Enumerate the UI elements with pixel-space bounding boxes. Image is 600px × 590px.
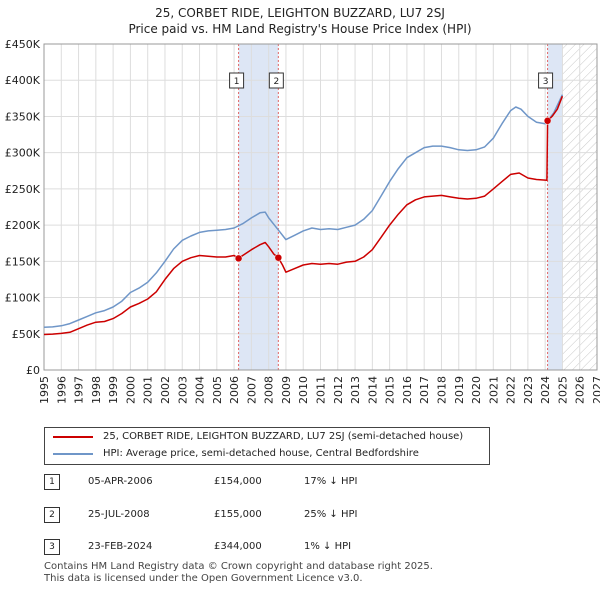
x-tick-label-5: 2000 <box>124 376 137 404</box>
sale-hpi-1: 17% ↓ HPI <box>304 476 358 487</box>
x-tick-label-0: 1995 <box>38 376 51 404</box>
x-tick-label-27: 2022 <box>505 376 518 404</box>
sale-marker-2: 2 <box>44 507 60 523</box>
sale-date-2: 25-JUL-2008 <box>88 509 150 520</box>
plot-border <box>43 43 598 371</box>
y-tick-label-6: £300K <box>5 147 41 160</box>
x-tick-label-9: 2004 <box>194 376 207 404</box>
x-tick-label-23: 2018 <box>435 376 448 404</box>
x-tick-label-3: 1998 <box>90 376 103 404</box>
x-tick-label-2: 1997 <box>73 376 86 404</box>
sale-marker-3: 3 <box>44 539 60 555</box>
y-tick-label-7: £350K <box>5 110 41 123</box>
legend-swatch-property <box>53 436 93 438</box>
sale-hpi-3: 1% ↓ HPI <box>304 541 352 552</box>
sale-date-1: 05-APR-2006 <box>88 476 153 487</box>
x-tick-label-13: 2008 <box>263 376 276 404</box>
annotation-box-2 <box>268 72 284 89</box>
annotation-label-3: 3 <box>543 77 549 87</box>
sale-price-2: £155,000 <box>214 509 262 520</box>
x-tick-label-16: 2011 <box>315 376 328 404</box>
x-tick-label-8: 2003 <box>176 376 189 404</box>
y-tick-label-2: £100K <box>5 292 41 305</box>
y-tick-label-0: £0 <box>26 364 40 377</box>
y-tick-label-4: £200K <box>5 219 41 232</box>
x-tick-label-22: 2017 <box>418 376 431 404</box>
x-tick-label-26: 2021 <box>487 376 500 404</box>
x-tick-label-14: 2009 <box>280 376 293 404</box>
annotation-box-1 <box>229 72 245 89</box>
x-tick-label-17: 2012 <box>332 376 345 404</box>
sale-date-3: 23-FEB-2024 <box>88 541 153 552</box>
series-line-hpi <box>43 94 564 329</box>
x-tick-label-29: 2024 <box>539 376 552 404</box>
price-chart: £0 £50K £100K £150K £200K £250K £300K £350K £400… <box>5 38 600 404</box>
x-tick-label-20: 2015 <box>384 376 397 404</box>
sale-point-2 <box>274 253 283 262</box>
x-tick-label-30: 2025 <box>556 376 569 404</box>
sale-point-1 <box>234 254 243 263</box>
y-tick-label-8: £400K <box>5 74 41 87</box>
annotation-label-1: 1 <box>234 77 240 87</box>
footer-copyright: Contains HM Land Registry data © Crown c… <box>44 561 433 572</box>
legend-swatch-hpi <box>53 453 93 455</box>
x-tick-label-10: 2005 <box>211 376 224 404</box>
sale-price-3: £344,000 <box>214 541 262 552</box>
y-tick-label-1: £50K <box>12 328 41 341</box>
x-tick-label-7: 2002 <box>159 376 172 404</box>
x-tick-label-28: 2023 <box>522 376 535 404</box>
chart-title-line2: Price paid vs. HM Land Registry's House … <box>128 22 472 36</box>
x-tick-label-19: 2014 <box>366 376 379 404</box>
x-tick-label-31: 2026 <box>574 376 587 404</box>
ownership-shade-1 <box>238 44 279 370</box>
x-tick-label-11: 2006 <box>228 376 241 404</box>
sale-marker-1: 1 <box>44 474 60 490</box>
x-tick-label-4: 1999 <box>107 376 120 404</box>
ownership-shade-2 <box>547 44 563 370</box>
legend: 25, CORBET RIDE, LEIGHTON BUZZARD, LU7 2… <box>44 427 490 465</box>
legend-label-hpi: HPI: Average price, semi-detached house,… <box>103 448 419 459</box>
legend-label-property: 25, CORBET RIDE, LEIGHTON BUZZARD, LU7 2… <box>103 431 464 442</box>
annotation-box-3 <box>538 72 554 89</box>
sale-hpi-2: 25% ↓ HPI <box>304 509 358 520</box>
annotation-label-2: 2 <box>273 77 279 87</box>
chart-title-line1: 25, CORBET RIDE, LEIGHTON BUZZARD, LU7 2… <box>155 6 445 20</box>
x-tick-label-25: 2020 <box>470 376 483 404</box>
footer-licence: This data is licensed under the Open Gov… <box>44 573 363 584</box>
x-tick-label-12: 2007 <box>245 376 258 404</box>
sale-price-1: £154,000 <box>214 476 262 487</box>
x-tick-label-15: 2010 <box>297 376 310 404</box>
series-line-property <box>43 95 564 336</box>
x-tick-label-32: 2027 <box>591 376 600 404</box>
x-tick-label-1: 1996 <box>55 376 68 404</box>
y-tick-label-9: £450K <box>5 38 41 51</box>
x-tick-label-6: 2001 <box>142 376 155 404</box>
x-tick-label-18: 2013 <box>349 376 362 404</box>
x-tick-label-21: 2016 <box>401 376 414 404</box>
sale-point-3 <box>543 117 552 125</box>
x-tick-label-24: 2019 <box>453 376 466 404</box>
y-tick-label-3: £150K <box>5 255 41 268</box>
y-tick-label-5: £250K <box>5 183 41 196</box>
